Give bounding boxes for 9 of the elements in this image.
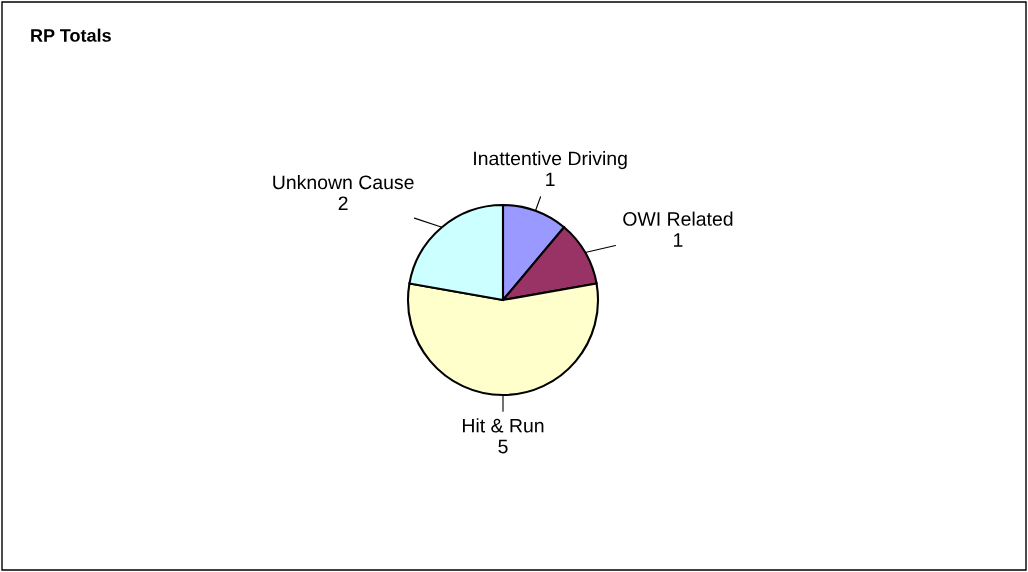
data-label: 2 [338, 196, 348, 210]
data-label: 1 [546, 172, 555, 187]
slice-label: Inattentive Driving [474, 151, 627, 170]
slice-label: OWI Related [623, 211, 733, 226]
slice-label: Hit & Run [462, 418, 544, 433]
data-label: 1 [674, 233, 683, 247]
text: RP Totals [31, 28, 111, 42]
data-label: 5 [498, 439, 508, 454]
slice-label: Unknown Cause [273, 174, 414, 190]
